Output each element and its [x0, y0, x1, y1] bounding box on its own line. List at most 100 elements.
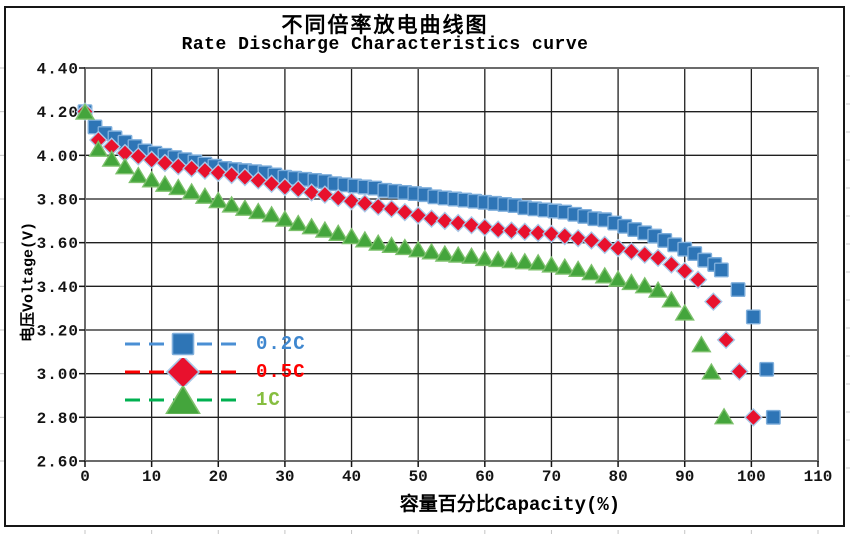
data-point-0.2C: [713, 262, 729, 278]
data-point-1C: [674, 303, 695, 321]
legend-label-0-5c: 0.5C: [256, 361, 306, 383]
data-point-1C: [368, 233, 389, 251]
data-point-1C: [567, 260, 589, 277]
data-point-0.2C: [759, 361, 775, 377]
data-point-1C: [288, 214, 309, 232]
x-tick-label: 90: [675, 468, 694, 486]
data-point-1C: [328, 224, 349, 241]
data-point-1C: [487, 250, 509, 268]
x-tick-label: 60: [475, 468, 494, 486]
data-point-1C: [74, 102, 96, 120]
data-point-0.5C: [595, 235, 615, 255]
data-point-1C: [541, 255, 562, 273]
data-point-0.5C: [608, 238, 628, 258]
data-point-0.2C: [745, 309, 761, 325]
y-axis-title: 电压Voltage(V): [20, 221, 38, 343]
legend-label-0-2c: 0.2C: [256, 333, 306, 355]
data-point-1C: [701, 362, 722, 380]
data-point-0.5C: [155, 153, 175, 173]
data-point-0.5C: [528, 223, 548, 243]
data-point-0.5C: [128, 147, 148, 166]
data-point-1C: [314, 220, 336, 238]
data-point-0.5C: [435, 211, 455, 231]
data-point-0.5C: [648, 248, 668, 268]
legend-marker-square-icon: [125, 332, 241, 356]
data-point-1C: [114, 157, 136, 175]
data-point-0.5C: [515, 222, 535, 242]
chart-title-cn: 不同倍率放电曲线图: [281, 16, 489, 39]
data-point-1C: [208, 191, 229, 209]
legend-marker-square: [171, 332, 195, 356]
y-tick-label: 2.80: [37, 410, 79, 428]
data-point-1C: [394, 238, 416, 256]
data-point-0.5C: [328, 188, 348, 208]
data-point-1C: [527, 253, 549, 271]
data-point-1C: [713, 407, 735, 425]
data-point-0.5C: [730, 362, 749, 381]
data-point-1C: [691, 335, 712, 353]
data-point-1C: [634, 276, 655, 294]
data-point-1C: [221, 195, 242, 213]
y-tick-label: 3.40: [37, 279, 79, 297]
data-point-0.5C: [622, 242, 641, 261]
data-point-0.2C: [730, 282, 746, 298]
data-point-1C: [461, 246, 482, 264]
x-tick-label: 10: [142, 468, 161, 486]
data-point-1C: [168, 178, 189, 196]
data-point-1C: [261, 205, 282, 223]
data-point-1C: [274, 209, 296, 227]
data-point-1C: [181, 182, 202, 200]
data-point-1C: [101, 149, 122, 167]
data-point-0.2C: [765, 409, 781, 425]
data-point-1C: [621, 273, 642, 291]
x-tick-label: 70: [542, 468, 561, 486]
data-point-1C: [474, 249, 495, 267]
data-point-0.5C: [704, 292, 723, 311]
x-tick-label: 20: [209, 468, 228, 486]
data-point-1C: [341, 227, 362, 245]
data-point-0.5C: [675, 261, 695, 281]
data-point-0.5C: [716, 330, 736, 350]
y-tick-label: 3.20: [37, 323, 79, 341]
data-point-0.5C: [448, 213, 468, 233]
legend-marker-diamond: [165, 358, 201, 386]
data-point-0.5C: [635, 245, 655, 265]
x-tick-label: 30: [275, 468, 294, 486]
data-point-1C: [408, 240, 429, 258]
data-point-0.5C: [315, 185, 335, 204]
data-point-1C: [154, 174, 176, 192]
data-point-0.5C: [382, 199, 401, 219]
x-tick-label: 50: [409, 468, 428, 486]
legend-marker-diamond-icon: [125, 358, 241, 386]
data-point-1C: [448, 245, 469, 263]
y-tick-label: 3.00: [37, 366, 79, 384]
chart-title-en: Rate Discharge Characteristics curve: [181, 35, 589, 55]
data-point-0.5C: [342, 191, 361, 211]
data-point-1C: [581, 263, 602, 281]
data-point-0.5C: [542, 224, 561, 244]
data-point-1C: [248, 202, 269, 220]
data-point-0.5C: [368, 197, 388, 217]
legend-marker-triangle: [165, 386, 201, 414]
data-point-0.5C: [488, 220, 508, 239]
data-point-1C: [381, 236, 402, 253]
data-point-1C: [647, 280, 669, 298]
data-point-0.5C: [275, 177, 295, 197]
data-point-1C: [128, 166, 149, 184]
data-point-0.5C: [208, 163, 228, 183]
x-tick-label: 0: [80, 468, 90, 486]
legend-item-0-5c: 0.5C: [122, 358, 306, 386]
data-point-1C: [194, 186, 216, 204]
data-point-1C: [141, 170, 162, 188]
data-point-0.5C: [395, 202, 415, 222]
data-point-0.5C: [555, 226, 575, 246]
y-tick-label: 4.00: [37, 148, 79, 166]
data-point-0.5C: [475, 218, 495, 237]
data-point-0.5C: [288, 179, 308, 199]
y-tick-label: 4.20: [37, 104, 79, 122]
data-point-0.5C: [422, 209, 441, 229]
y-tick-label: 4.40: [37, 61, 79, 79]
plot-border: [84, 67, 819, 462]
data-point-1C: [88, 139, 109, 157]
data-point-0.5C: [688, 270, 708, 290]
